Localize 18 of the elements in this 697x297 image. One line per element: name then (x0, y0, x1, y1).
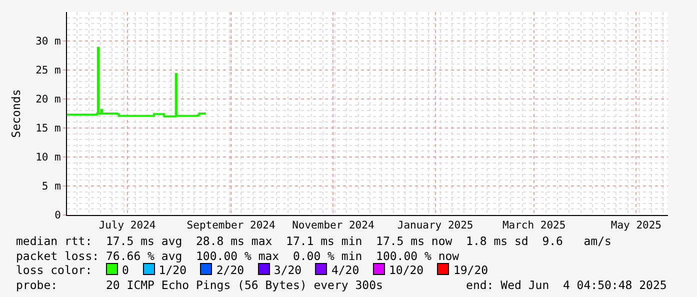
x-tick-label: May 2025 (610, 220, 662, 232)
y-tick-label: 5 m (42, 180, 61, 193)
y-tick-label: 0 (54, 210, 61, 222)
y-tick-label: 10 m (36, 152, 61, 164)
text: loss color: 0 1/20 2/20 3/20 4/20 10/20 19/20 (16, 263, 488, 277)
y-tick-label: 15 m (36, 122, 61, 135)
text: probe: 20 ICMP Echo Pings (56 Bytes) every 300s end: Wed Jun 4 04:50:48 2025 (16, 278, 667, 292)
x-tick-label: July 2024 (98, 220, 156, 232)
x-tick-label: January 2025 (397, 220, 474, 232)
text: median rtt: 17.5 ms avg 28.8 ms max 17.1 ms min 17.5 ms now 1.8 ms sd 9.6 am/s (16, 234, 612, 248)
x-tick-label: September 2024 (186, 220, 276, 232)
y-axis-title: Seconds (9, 89, 24, 138)
y-tick-label: 20 m (36, 94, 61, 106)
text: packet loss: 76.66 % avg 100.00 % max 0.00 % min 100.00 % now (16, 248, 460, 263)
y-tick-label: 25 m (36, 64, 61, 77)
y-tick-label: 30 m (36, 36, 61, 48)
x-tick-label: November 2024 (292, 220, 374, 232)
x-tick-label: March 2025 (502, 220, 566, 232)
